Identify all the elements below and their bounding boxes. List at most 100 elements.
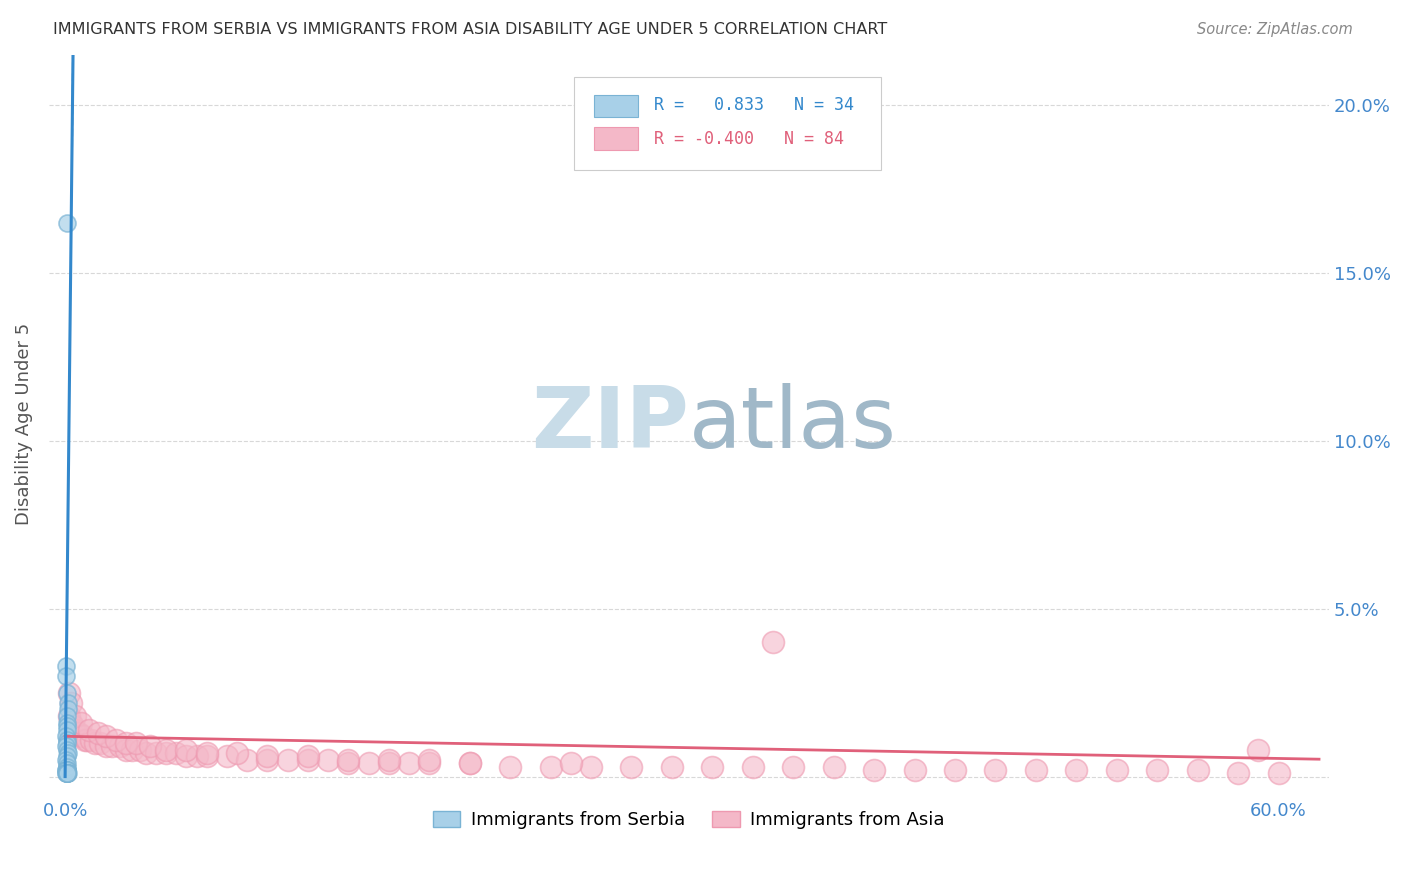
Point: [56, 702, 79, 716]
Point: [1066, 763, 1088, 777]
Point: [70, 729, 93, 743]
Point: [236, 753, 259, 767]
Point: [702, 759, 724, 773]
Point: [458, 756, 481, 771]
Point: [56, 732, 79, 747]
Point: [72, 729, 94, 743]
Point: [55, 216, 77, 230]
Point: [84, 736, 107, 750]
Point: [56, 766, 79, 780]
Point: [418, 753, 440, 767]
Point: [60, 715, 83, 730]
Point: [762, 635, 785, 649]
Point: [56, 763, 79, 777]
Point: [56, 686, 79, 700]
Point: [55, 723, 77, 737]
Point: [55, 766, 77, 780]
Point: [56, 766, 79, 780]
Point: [135, 746, 157, 760]
Point: [56, 766, 79, 780]
Text: Source: ZipAtlas.com: Source: ZipAtlas.com: [1197, 22, 1353, 37]
Point: [79, 723, 101, 737]
Point: [943, 763, 966, 777]
Point: [75, 732, 97, 747]
Point: [55, 763, 77, 777]
Point: [145, 746, 167, 760]
Point: [1105, 763, 1128, 777]
Point: [661, 759, 683, 773]
Point: [55, 766, 77, 780]
Point: [114, 743, 136, 757]
Point: [165, 746, 187, 760]
Point: [62, 719, 84, 733]
Point: [56, 719, 79, 733]
Point: [108, 739, 131, 754]
Legend: Immigrants from Serbia, Immigrants from Asia: Immigrants from Serbia, Immigrants from …: [426, 804, 952, 836]
Point: [66, 726, 89, 740]
Point: [1146, 763, 1168, 777]
Point: [55, 763, 77, 777]
Point: [55, 753, 77, 767]
Point: [215, 749, 238, 764]
Point: [297, 753, 319, 767]
Point: [76, 732, 98, 747]
Point: [499, 759, 522, 773]
Point: [60, 696, 83, 710]
Point: [155, 743, 177, 757]
Point: [176, 743, 198, 757]
Point: [540, 759, 562, 773]
Point: [195, 746, 218, 760]
Point: [155, 746, 177, 760]
Point: [357, 756, 380, 771]
Text: ZIP: ZIP: [531, 383, 689, 466]
Point: [104, 732, 127, 747]
Point: [55, 763, 77, 777]
Point: [1227, 766, 1250, 780]
Point: [56, 763, 79, 777]
Point: [337, 756, 360, 771]
Point: [56, 715, 79, 730]
Point: [89, 736, 111, 750]
Point: [195, 749, 218, 764]
Point: [56, 756, 79, 771]
Point: [823, 759, 845, 773]
Point: [903, 763, 925, 777]
Point: [55, 739, 77, 754]
Point: [139, 739, 162, 754]
Point: [55, 759, 77, 773]
Point: [100, 739, 122, 754]
Point: [86, 726, 108, 740]
Point: [94, 729, 117, 743]
Point: [129, 743, 152, 757]
Text: R =   0.833   N = 34: R = 0.833 N = 34: [654, 96, 855, 114]
Point: [80, 732, 103, 747]
Point: [226, 746, 249, 760]
Point: [1025, 763, 1047, 777]
Point: [114, 736, 136, 750]
Point: [277, 753, 299, 767]
FancyBboxPatch shape: [595, 128, 638, 150]
Text: IMMIGRANTS FROM SERBIA VS IMMIGRANTS FROM ASIA DISABILITY AGE UNDER 5 CORRELATIO: IMMIGRANTS FROM SERBIA VS IMMIGRANTS FRO…: [53, 22, 887, 37]
Point: [1187, 763, 1209, 777]
Point: [256, 749, 278, 764]
Point: [741, 759, 763, 773]
Point: [316, 753, 339, 767]
Point: [55, 669, 77, 683]
Point: [58, 686, 80, 700]
FancyBboxPatch shape: [574, 78, 882, 169]
Point: [55, 658, 77, 673]
Point: [58, 709, 80, 723]
Point: [65, 723, 87, 737]
Point: [121, 743, 143, 757]
Point: [55, 766, 77, 780]
Point: [67, 726, 90, 740]
Point: [782, 759, 804, 773]
Text: R = -0.400   N = 84: R = -0.400 N = 84: [654, 129, 845, 147]
Point: [337, 753, 360, 767]
Point: [56, 696, 79, 710]
Point: [560, 756, 582, 771]
Point: [377, 753, 399, 767]
Point: [863, 763, 886, 777]
Point: [125, 736, 148, 750]
Point: [256, 753, 278, 767]
